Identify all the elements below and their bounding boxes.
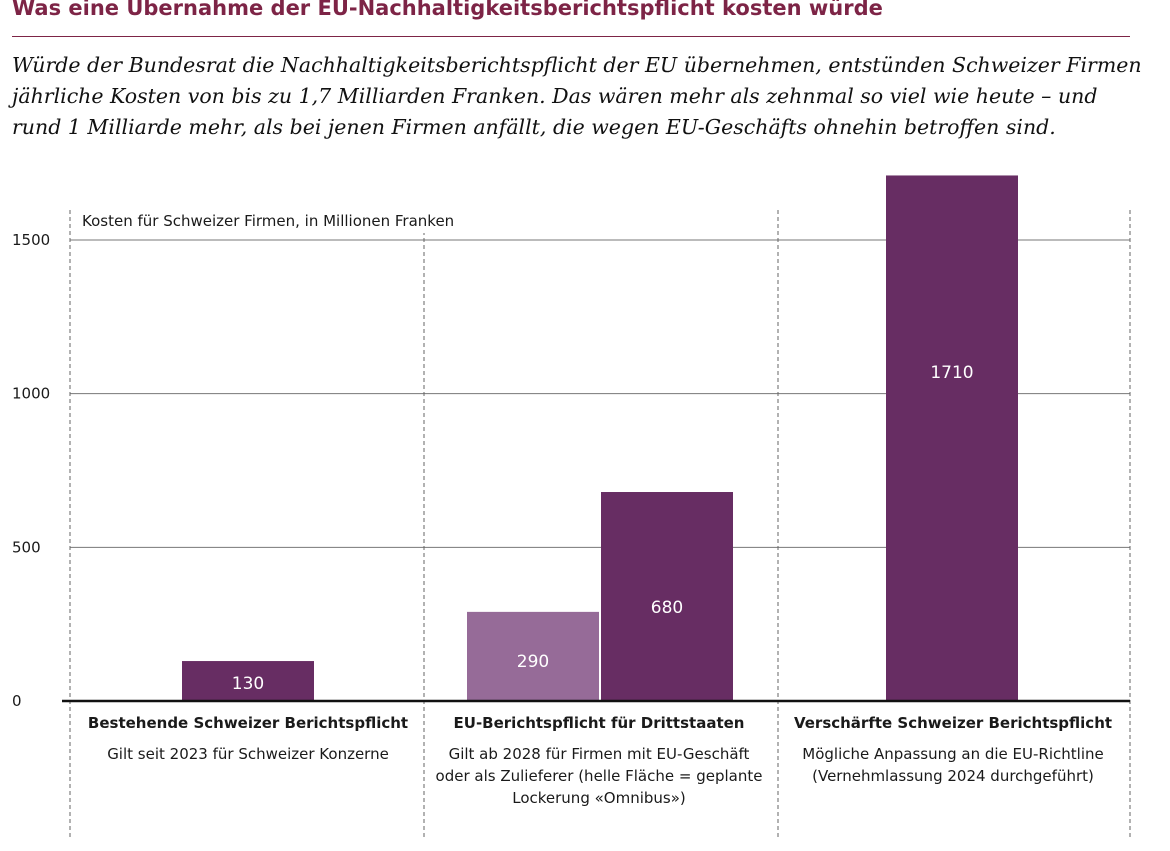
category-label-bestehende: Bestehende Schweizer Berichtspflicht Gil… — [83, 712, 413, 765]
data-label-130: 130 — [232, 674, 264, 694]
title-divider — [12, 36, 1130, 37]
y-tick-label: 1000 — [12, 385, 50, 403]
chart-subtitle: Würde der Bundesrat die Nachhaltigkeitsb… — [12, 53, 1142, 139]
category-label-verschaerfte: Verschärfte Schweizer Berichtspflicht Mö… — [788, 712, 1118, 787]
category-description: Gilt seit 2023 für Schweizer Konzerne — [107, 745, 389, 763]
bar-130 — [182, 661, 314, 701]
category-name: Verschärfte Schweizer Berichtspflicht — [793, 714, 1113, 732]
category-label-eu-drittstaaten: EU-Berichtspflicht für Drittstaaten Gilt… — [434, 712, 764, 809]
category-description: Mögliche Anpassung an die EU-Richtline (… — [802, 745, 1104, 785]
category-name: Bestehende Schweizer Berichtspflicht — [87, 714, 409, 732]
bar-680 — [601, 492, 733, 701]
data-label-1710: 1710 — [930, 363, 973, 383]
ylabel-background — [78, 207, 528, 233]
y-tick-label: 500 — [12, 538, 41, 556]
data-label-680: 680 — [651, 598, 683, 618]
chart-title: Was eine Übernahme der EU-Nachhaltigkeit… — [12, 0, 883, 20]
data-label-290: 290 — [517, 652, 549, 672]
y-tick-label: 0 — [12, 692, 22, 710]
y-tick-label: 1500 — [12, 231, 50, 249]
bar-290 — [467, 611, 599, 701]
category-name: EU-Berichtspflicht für Drittstaaten — [453, 714, 745, 732]
y-axis-label: Kosten für Schweizer Firmen, in Millione… — [82, 212, 454, 230]
category-description: Gilt ab 2028 für Firmen mit EU-Ge­schäft… — [435, 745, 763, 807]
bar-1710 — [886, 175, 1018, 701]
